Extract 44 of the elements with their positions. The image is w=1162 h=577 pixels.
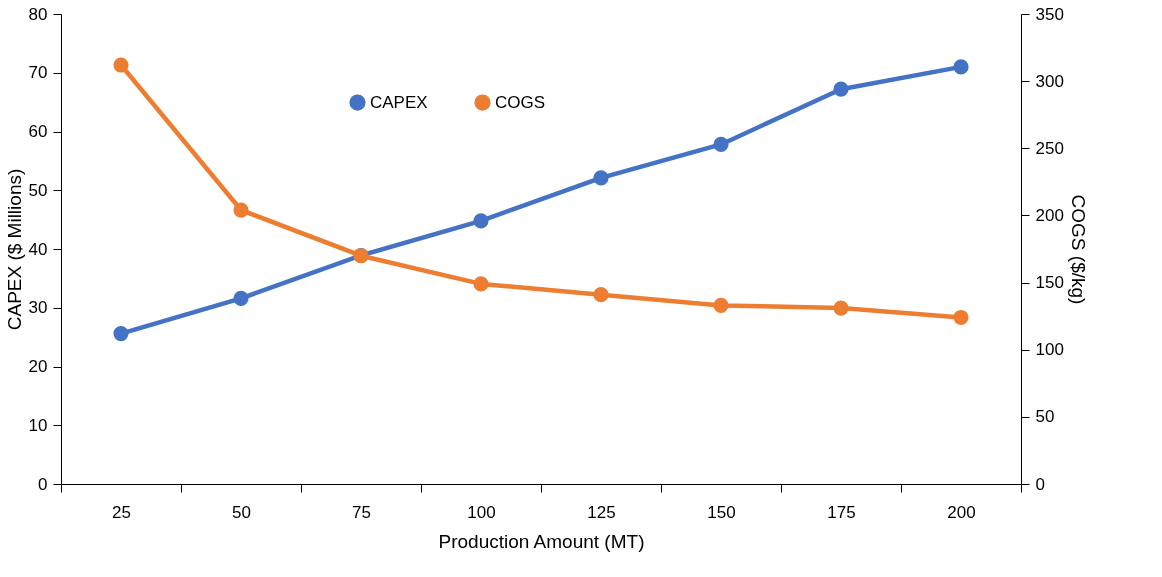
point xyxy=(953,309,969,326)
point xyxy=(113,57,129,73)
y2-tick-label: 250 xyxy=(1035,138,1064,158)
legend-label: COGS xyxy=(495,92,546,112)
x-tick-label: 50 xyxy=(232,502,251,522)
x-tick-label: 200 xyxy=(947,502,976,522)
point xyxy=(953,59,969,75)
y2-tick-label: 0 xyxy=(1035,474,1045,494)
y2-tick-label: 100 xyxy=(1035,340,1064,360)
point xyxy=(473,276,489,292)
point xyxy=(833,300,849,316)
point xyxy=(833,81,849,97)
point xyxy=(713,297,729,313)
x-tick-label: 150 xyxy=(707,502,736,522)
x-tick-label: 75 xyxy=(352,502,371,522)
point xyxy=(233,290,249,306)
y-axis-title: CAPEX ($ Millions) xyxy=(3,168,25,331)
y2-tick-label: 50 xyxy=(1035,407,1055,427)
y-tick-label: 40 xyxy=(28,239,48,259)
x-tick-label: 125 xyxy=(587,502,616,522)
y-tick-label: 30 xyxy=(28,298,48,318)
legend-label: CAPEX xyxy=(370,92,428,112)
y2-tick-label: 200 xyxy=(1035,205,1064,225)
y-tick-label: 50 xyxy=(28,180,48,200)
y-tick-label: 0 xyxy=(38,474,48,494)
y2-axis-title: COGS ($/kg) xyxy=(1067,194,1089,305)
y-tick-label: 80 xyxy=(28,4,48,24)
y-tick-label: 60 xyxy=(28,122,48,141)
point xyxy=(593,287,609,303)
point xyxy=(113,326,129,342)
y2-tick-label: 300 xyxy=(1035,71,1064,91)
point xyxy=(233,202,249,218)
x-tick-label: 175 xyxy=(827,502,856,522)
x-tick-label: 100 xyxy=(467,502,496,522)
x-tick-label: 25 xyxy=(112,502,131,522)
point xyxy=(593,170,609,186)
y2-tick-label: 350 xyxy=(1035,4,1064,24)
y2-tick-label: 150 xyxy=(1035,273,1064,293)
y-tick-label: 10 xyxy=(28,415,48,435)
point xyxy=(713,136,729,152)
x-axis-title: Production Amount (MT) xyxy=(438,530,645,552)
y-tick-label: 70 xyxy=(28,63,48,83)
point xyxy=(473,213,489,229)
y-tick-label: 20 xyxy=(28,357,48,376)
